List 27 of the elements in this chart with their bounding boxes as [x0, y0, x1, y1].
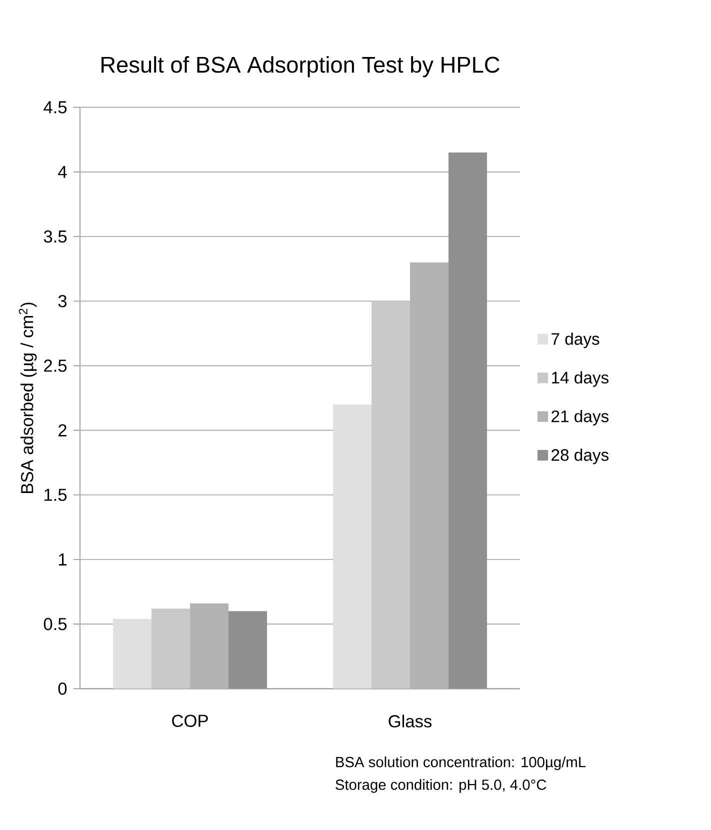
y-tick-label: 3: [58, 294, 67, 308]
bar: [333, 404, 372, 689]
bar: [228, 611, 267, 689]
x-tick-label: Glass: [388, 714, 432, 728]
bar: [113, 618, 152, 689]
y-tick-label: 3.5: [44, 230, 67, 243]
legend-label: 14 days: [552, 371, 609, 387]
y-tick-label: 0: [58, 682, 67, 695]
y-tick-label: 4.5: [44, 101, 67, 114]
legend-label: 28 days: [552, 448, 609, 464]
bar: [190, 603, 228, 689]
y-tick-label: 1.5: [44, 488, 67, 501]
y-tick-label: 2: [58, 424, 66, 436]
bar: [372, 301, 410, 689]
legend-label: 21 days: [552, 410, 609, 426]
x-tick-label: COP: [172, 714, 208, 727]
legend-label: 7 days: [552, 332, 600, 348]
bar: [448, 152, 487, 689]
text: BSA solution concentration: 100µg/mL: [336, 756, 586, 770]
y-tick-label: 2.5: [44, 360, 67, 372]
text: Storage condition: pH 5.0, 4.0°C: [336, 779, 546, 793]
y-tick-label: 4: [58, 166, 67, 178]
y-axis-title: BSA adsorbed (µg / cm$^{2}$): [18, 302, 37, 493]
bar: [152, 608, 190, 689]
y-tick-label: 0.5: [44, 618, 67, 630]
y-tick-label: 1: [58, 554, 66, 566]
chart-title: Result of BSA Adsorption Test by HPLC: [102, 56, 500, 78]
